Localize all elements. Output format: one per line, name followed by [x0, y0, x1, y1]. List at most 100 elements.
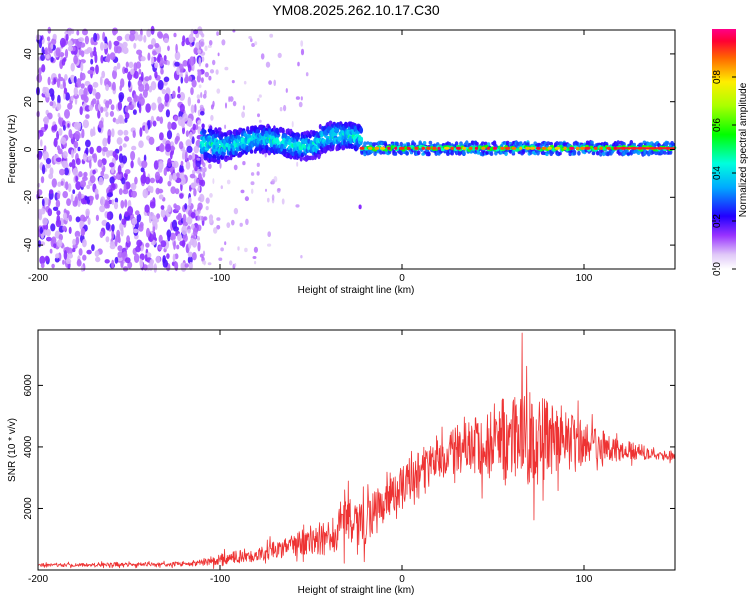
spectrogram-noise-blob: [165, 143, 171, 153]
spectrogram-scatter-blob: [196, 94, 201, 100]
spectrogram-noise-blob: [41, 64, 46, 73]
spectrogram-noise-blob: [148, 212, 154, 220]
spectrogram-noise-blob: [39, 226, 43, 234]
spectrogram-noise-blob: [105, 100, 110, 109]
spectrogram-scatter-blob: [226, 179, 231, 185]
spectrogram-noise-blob: [163, 37, 169, 44]
spectrogram-noise-blob: [96, 145, 102, 153]
spectrogram-scatter-blob: [207, 45, 212, 48]
spectrogram-scatter-blob: [197, 224, 202, 231]
y-tick-label: 4000: [23, 435, 34, 458]
spectrogram-noise-blob: [68, 214, 73, 222]
spectrogram-noise-blob: [47, 76, 51, 86]
spectrogram-noise-blob: [76, 30, 80, 36]
spectrogram-noise-blob: [192, 227, 198, 237]
spectrogram-y-label: Frequency (Hz): [7, 115, 18, 184]
spectrogram-scatter-blob: [243, 80, 247, 85]
spectrogram-noise-blob: [99, 76, 103, 86]
spectrogram-scatter-blob: [197, 70, 202, 77]
spectrogram-x-label: Height of straight line (km): [298, 285, 415, 296]
spectrogram-noise-blob: [71, 28, 75, 35]
spectrogram-band-blob: [363, 141, 367, 147]
spectrogram-scatter-blob: [273, 79, 277, 87]
spectrogram-noise-blob: [49, 189, 54, 194]
spectrogram-noise-blob: [176, 244, 180, 250]
spectrogram-noise-blob: [193, 29, 199, 35]
spectrogram-scatter-blob: [204, 45, 208, 52]
spectrogram-noise-blob: [122, 143, 127, 148]
spectrogram-noise-blob: [49, 248, 53, 254]
spectrogram-signal-blob: [271, 131, 275, 137]
spectrogram-scatter-blob: [231, 219, 235, 226]
spectrogram-noise-blob: [95, 256, 101, 263]
spectrogram-noise-blob: [91, 244, 95, 252]
spectrogram-noise-blob: [186, 216, 193, 225]
spectrogram-noise-blob: [79, 59, 86, 64]
spectrogram-noise-blob: [50, 223, 56, 232]
spectrogram-noise-blob: [143, 35, 147, 43]
spectrogram-noise-blob: [175, 135, 180, 142]
spectrogram-band-blob: [596, 151, 600, 156]
spectrogram-band-blob: [373, 142, 377, 146]
spectrogram-scatter-blob: [244, 247, 248, 253]
spectrogram-noise-blob: [127, 80, 131, 88]
spectrogram-scatter-blob: [248, 36, 252, 39]
spectrogram-noise-blob: [114, 256, 119, 264]
spectrogram-noise-blob: [52, 206, 59, 211]
spectrogram-noise-blob: [145, 242, 150, 248]
spectrogram-noise-blob: [133, 253, 140, 263]
spectrogram-tone-peak: [593, 146, 598, 150]
spectrogram-band-blob: [422, 141, 427, 145]
spectrogram-scatter-blob: [295, 204, 300, 208]
spectrogram-noise-blob: [121, 218, 127, 225]
spectrogram-noise-blob: [187, 64, 192, 73]
spectrogram-noise-blob: [69, 133, 74, 139]
spectrogram-noise-blob: [193, 188, 197, 197]
spectrogram-band-blob: [526, 142, 530, 147]
spectrogram-scatter-blob: [268, 80, 272, 85]
spectrogram-noise-blob: [132, 130, 136, 139]
spectrogram-scatter-blob: [200, 166, 204, 173]
spectrogram-noise-blob: [92, 88, 97, 96]
spectrogram-signal-blob: [212, 158, 217, 163]
spectrogram-band-blob: [393, 152, 398, 156]
spectrogram-noise-blob: [92, 169, 96, 175]
x-tick-label: -200: [28, 574, 48, 585]
spectrogram-noise-blob: [58, 233, 63, 241]
spectrogram-noise-blob: [114, 197, 119, 204]
spectrogram-noise-blob: [158, 245, 163, 250]
spectrogram-scatter-blob: [224, 124, 227, 129]
spectrogram-band-blob: [476, 150, 481, 155]
spectrogram-noise-blob: [65, 258, 72, 265]
spectrogram-noise-blob: [179, 103, 185, 113]
spectrogram-noise-blob: [154, 62, 159, 69]
spectrogram-scatter-blob: [212, 178, 215, 185]
spectrogram-noise-blob: [110, 182, 116, 191]
spectrogram-band-blob: [616, 140, 620, 145]
spectrogram-noise-blob: [184, 263, 189, 268]
spectrogram-noise-blob: [143, 170, 146, 179]
spectrogram-noise-blob: [189, 56, 195, 67]
spectrogram-panel: -200 -100 0 100 40 20 0 -20 -40 Height of strai…: [7, 25, 677, 296]
spectrogram-noise-blob: [135, 245, 141, 253]
spectrogram-noise-blob: [191, 79, 197, 88]
spectrogram-noise-blob: [127, 261, 133, 269]
spectrogram-tone-peak: [529, 146, 536, 150]
spectrogram-band-blob: [591, 151, 596, 156]
spectrogram-scatter-blob: [216, 88, 221, 94]
spectrogram-scatter-blob: [232, 100, 237, 107]
spectrogram-scatter-blob: [216, 217, 221, 221]
spectrogram-scatter-blob: [200, 92, 203, 99]
spectrogram-noise-blob: [88, 104, 94, 111]
spectrogram-noise-blob: [133, 70, 139, 79]
spectrogram-noise-blob: [144, 204, 150, 213]
spectrogram-noise-blob: [163, 76, 170, 83]
spectrogram-noise-blob: [112, 27, 118, 35]
spectrogram-scatter-blob: [209, 193, 213, 198]
spectrogram-noise-blob: [55, 253, 60, 259]
spectrogram-tone-peak: [414, 146, 419, 150]
spectrogram-signal-blob: [337, 136, 342, 142]
spectrogram-noise-blob: [80, 94, 88, 101]
y-tick-label: -20: [23, 190, 34, 205]
spectrogram-scatter-blob: [221, 39, 226, 46]
